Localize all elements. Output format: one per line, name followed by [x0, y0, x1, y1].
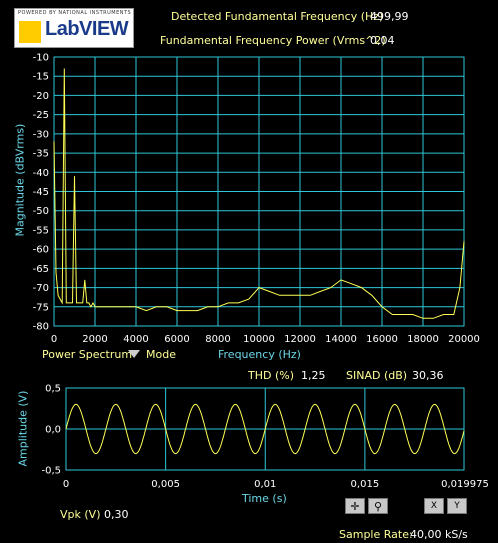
spectrum-y-tick-label: -70 — [33, 283, 49, 294]
spectrum-y-tick-label: -75 — [33, 302, 49, 313]
waveform-x-tick-label: 0,005 — [151, 479, 180, 490]
spectrum-y-tick-label: -45 — [33, 187, 49, 198]
waveform-x-tick-label: 0 — [63, 479, 69, 490]
spectrum-x-tick-label: 6000 — [164, 334, 189, 345]
vpk-value: 0,30 — [104, 508, 129, 521]
mode-dropdown-arrow-icon[interactable] — [128, 350, 140, 358]
fund-power-value: 0,04 — [370, 34, 395, 47]
waveform-x-tick-label: 0,015 — [351, 479, 380, 490]
waveform-y-tick-label: 0,0 — [45, 425, 61, 436]
spectrum-y-tick-label: -65 — [33, 264, 49, 275]
waveform-x-tick-label: 0,019975 — [441, 479, 489, 490]
waveform-chart: 0,5 0,0 -0,5 0 0,005 0,01 0,015 0,019975 — [41, 384, 489, 491]
spectrum-x-tick-label: 12000 — [284, 334, 316, 345]
y-scale-button[interactable]: Y — [447, 498, 467, 514]
crosshair-icon: ✛ — [350, 499, 360, 513]
spectrum-x-tick-label: 0 — [51, 334, 57, 345]
spectrum-x-tick-label: 10000 — [243, 334, 275, 345]
spectrum-x-tick-label: 20000 — [448, 334, 480, 345]
spectrum-y-tick-label: -35 — [33, 149, 49, 160]
thd-label: THD (%) — [248, 369, 294, 382]
spectrum-y-tick-label: -10 — [33, 53, 49, 64]
sinad-value: 30,36 — [412, 369, 444, 382]
x-scale-button[interactable]: X — [424, 498, 444, 514]
logo-small-text: POWERED BY NATIONAL INSTRUMENTS — [18, 10, 132, 16]
spectrum-x-tick-label: 14000 — [325, 334, 357, 345]
spectrum-grid — [53, 56, 465, 327]
spectrum-x-tick-label: 4000 — [123, 334, 148, 345]
zoom-icon: ⚲ — [373, 499, 383, 513]
spectrum-y-tick-label: -30 — [33, 129, 49, 140]
zoom-button[interactable]: ⚲ — [368, 498, 388, 514]
spectrum-x-tick-label: 16000 — [366, 334, 398, 345]
pan-cursor-button[interactable]: ✛ — [345, 498, 365, 514]
waveform-y-tick-label: -0,5 — [41, 466, 61, 477]
waveform-x-ticks: 0 0,005 0,01 0,015 0,019975 — [63, 479, 489, 490]
spectrum-y-tick-label: -80 — [33, 322, 49, 333]
waveform-x-tick-label: 0,01 — [254, 479, 276, 490]
fund-freq-label: Detected Fundamental Frequency (Hz) — [171, 10, 384, 23]
logo-text: LabVIEW — [45, 18, 129, 40]
thd-value: 1,25 — [301, 369, 326, 382]
sample-rate-label: Sample Rate: — [339, 528, 413, 541]
fund-freq-value: 499,99 — [370, 10, 409, 23]
fund-power-label: Fundamental Frequency Power (Vrms^2) — [160, 34, 386, 47]
spectrum-y-tick-label: -40 — [33, 168, 49, 179]
sample-rate-value: 40,00 kS/s — [410, 528, 468, 541]
spectrum-x-ticks: 0 2000 4000 6000 8000 10000 12000 14000 16000 180… — [51, 334, 480, 345]
sinad-label: SINAD (dB) — [346, 369, 408, 382]
spectrum-trace — [53, 68, 465, 319]
waveform-y-ticks: 0,5 0,0 -0,5 — [41, 384, 61, 477]
spectrum-y-tick-label: -60 — [33, 245, 49, 256]
spectrum-y-ticks: -10 -15 -20 -25 -30 -35 -40 -45 -50 -55 -60 -65 -70 -… — [33, 53, 49, 333]
spectrum-y-tick-label: -55 — [33, 225, 49, 236]
waveform-y-tick-label: 0,5 — [45, 384, 61, 395]
spectrum-x-tick-label: 18000 — [407, 334, 439, 345]
spectrum-x-tick-label: 2000 — [82, 334, 107, 345]
y-scale-icon: Y — [454, 501, 460, 511]
x-scale-icon: X — [430, 501, 438, 511]
spectrum-mode-label: Mode — [146, 348, 176, 361]
spectrum-y-tick-label: -15 — [33, 72, 49, 83]
spectrum-x-tick-label: 8000 — [205, 334, 230, 345]
spectrum-chart: -10 -15 -20 -25 -30 -35 -40 -45 -50 -55 -60 -65 -70 -… — [33, 53, 480, 346]
labview-logo-mark-icon — [19, 21, 41, 43]
spectrum-mode-value[interactable]: Power Spectrum — [42, 348, 133, 361]
labview-logo: POWERED BY NATIONAL INSTRUMENTS LabVIEW — [14, 8, 134, 48]
spectrum-x-axis-title: Frequency (Hz) — [218, 348, 301, 361]
spectrum-y-tick-label: -20 — [33, 91, 49, 102]
vpk-label: Vpk (V) — [60, 508, 101, 521]
waveform-trace — [65, 403, 465, 455]
spectrum-y-tick-label: -25 — [33, 110, 49, 121]
spectrum-y-tick-label: -50 — [33, 206, 49, 217]
wave-x-axis-title: Time (s) — [242, 492, 287, 505]
